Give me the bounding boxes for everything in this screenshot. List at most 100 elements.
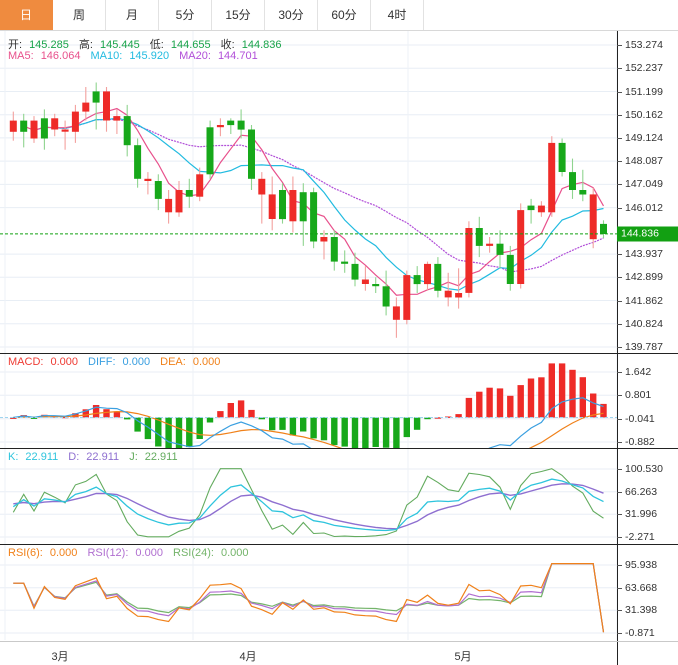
y-axis-tick xyxy=(617,565,622,566)
ohlc-legend: 开: 145.285 高: 145.445 低: 144.655 收: 144.836 xyxy=(8,36,289,52)
tab-5min[interactable]: 5分 xyxy=(159,0,212,30)
kdj-j-label: J: xyxy=(129,451,138,463)
close-label: 收: xyxy=(220,39,235,51)
y-axis-label: -0.882 xyxy=(625,436,655,448)
y-axis-label: 63.668 xyxy=(625,581,658,594)
y-axis-tick xyxy=(617,347,622,348)
tab-30min[interactable]: 30分 xyxy=(265,0,318,30)
ma5-value: 146.064 xyxy=(40,50,81,62)
y-axis-tick xyxy=(617,633,622,634)
price-chart-panel[interactable]: 开: 145.285 高: 145.445 低: 144.655 收: 144.836 … xyxy=(0,31,678,353)
tabbar-filler xyxy=(424,0,678,30)
y-axis-label: 146.012 xyxy=(625,201,663,214)
y-axis-label: 1.642 xyxy=(625,366,652,378)
y-axis-label: 31.996 xyxy=(625,508,658,521)
open-value: 145.285 xyxy=(29,39,69,51)
y-axis-tick xyxy=(617,514,622,516)
y-axis-label: 0.801 xyxy=(625,389,652,402)
dea-value: 0.000 xyxy=(192,356,221,368)
y-axis-label: 151.199 xyxy=(625,85,663,98)
tab-60min[interactable]: 60分 xyxy=(318,0,371,30)
diff-value: 0.000 xyxy=(122,356,151,368)
y-axis-tick xyxy=(617,114,622,116)
y-axis-tick xyxy=(617,277,622,279)
rsi-canvas xyxy=(0,545,618,640)
dea-label: DEA: xyxy=(160,356,186,368)
y-axis-tick xyxy=(617,418,622,420)
y-axis-tick xyxy=(617,45,622,46)
kdj-axis-divider xyxy=(617,449,618,544)
kdj-panel[interactable]: K: 22.911 D: 22.911 J: 22.911 100.530 66.263… xyxy=(0,449,678,544)
macd-axis-divider xyxy=(617,354,618,448)
current-price-badge: 144.836 xyxy=(617,226,678,242)
y-axis-label: 152.237 xyxy=(625,62,663,75)
rsi24-label: RSI(24): xyxy=(173,547,214,559)
rsi12-value: 0.000 xyxy=(135,547,163,559)
ma10-value: 145.920 xyxy=(129,50,170,62)
ma20-value: 144.701 xyxy=(217,50,258,62)
low-value: 144.655 xyxy=(170,39,211,51)
y-axis-label: 142.899 xyxy=(625,271,663,284)
kdj-d-label: D: xyxy=(68,451,80,463)
y-axis-label: 147.049 xyxy=(625,178,663,191)
high-value: 145.445 xyxy=(99,39,140,51)
y-axis-label: 31.398 xyxy=(625,604,658,617)
x-axis-month-label: 5月 xyxy=(454,651,472,663)
y-axis-label: 139.787 xyxy=(625,341,663,353)
macd-label: MACD: xyxy=(8,356,44,368)
price-macd-separator xyxy=(0,353,678,354)
y-axis-label: 100.530 xyxy=(625,463,663,475)
y-axis-label: -2.271 xyxy=(625,531,655,543)
tab-week[interactable]: 周 xyxy=(53,0,106,30)
ma10-label: MA10: xyxy=(90,50,123,62)
ma20-label: MA20: xyxy=(179,50,211,62)
macd-value: 0.000 xyxy=(50,356,78,368)
y-axis-tick xyxy=(617,184,622,186)
diff-label: DIFF: xyxy=(88,356,116,368)
macd-kdj-separator xyxy=(0,448,678,449)
kdj-rsi-separator xyxy=(0,544,678,545)
y-axis-tick xyxy=(617,587,622,589)
y-axis-tick xyxy=(617,323,622,325)
y-axis-label: 153.274 xyxy=(625,39,663,51)
x-axis-month-label: 3月 xyxy=(51,651,69,663)
kdj-k-label: K: xyxy=(8,451,19,463)
y-axis-tick xyxy=(617,469,622,470)
y-axis-tick xyxy=(617,207,622,209)
y-axis-tick xyxy=(617,372,622,373)
y-axis-label: 141.862 xyxy=(625,294,663,307)
macd-panel[interactable]: MACD: 0.000 DIFF: 0.000 DEA: 0.000 1.642 0.8… xyxy=(0,354,678,448)
kdj-canvas xyxy=(0,449,618,544)
y-axis-tick xyxy=(617,137,622,139)
price-axis-divider xyxy=(617,31,618,353)
rsi-panel[interactable]: RSI(6): 0.000 RSI(12): 0.000 RSI(24): 0.000… xyxy=(0,545,678,665)
y-axis-tick xyxy=(617,395,622,397)
tab-15min[interactable]: 15分 xyxy=(212,0,265,30)
tab-day[interactable]: 日 xyxy=(0,0,53,30)
macd-legend: MACD: 0.000 DIFF: 0.000 DEA: 0.000 xyxy=(8,356,227,368)
rsi12-label: RSI(12): xyxy=(87,547,129,559)
y-axis-tick xyxy=(617,161,622,163)
tab-month[interactable]: 月 xyxy=(106,0,159,30)
y-axis-tick xyxy=(617,491,622,493)
y-axis-label: -0.041 xyxy=(625,412,655,425)
y-axis-label: 150.162 xyxy=(625,108,663,121)
rsi6-label: RSI(6): xyxy=(8,547,43,559)
rsi6-value: 0.000 xyxy=(49,547,78,559)
y-axis-label: -0.871 xyxy=(625,627,655,639)
x-axis-line xyxy=(0,641,678,642)
y-axis-tick xyxy=(617,537,622,538)
macd-canvas xyxy=(0,354,618,448)
low-label: 低: xyxy=(149,39,164,51)
open-label: 开: xyxy=(8,39,23,51)
y-axis-label: 95.938 xyxy=(625,559,658,571)
y-axis-label: 66.263 xyxy=(625,485,658,498)
y-axis-tick xyxy=(617,68,622,70)
ma-legend: MA5: 146.064 MA10: 145.920 MA20: 144.701 xyxy=(8,50,265,62)
tab-4hour[interactable]: 4时 xyxy=(371,0,424,30)
kdj-d-value: 22.911 xyxy=(86,451,120,463)
kdj-j-value: 22.911 xyxy=(144,451,178,463)
rsi-axis-divider xyxy=(617,545,618,665)
y-axis-tick xyxy=(617,300,622,302)
kdj-k-value: 22.911 xyxy=(25,451,59,463)
